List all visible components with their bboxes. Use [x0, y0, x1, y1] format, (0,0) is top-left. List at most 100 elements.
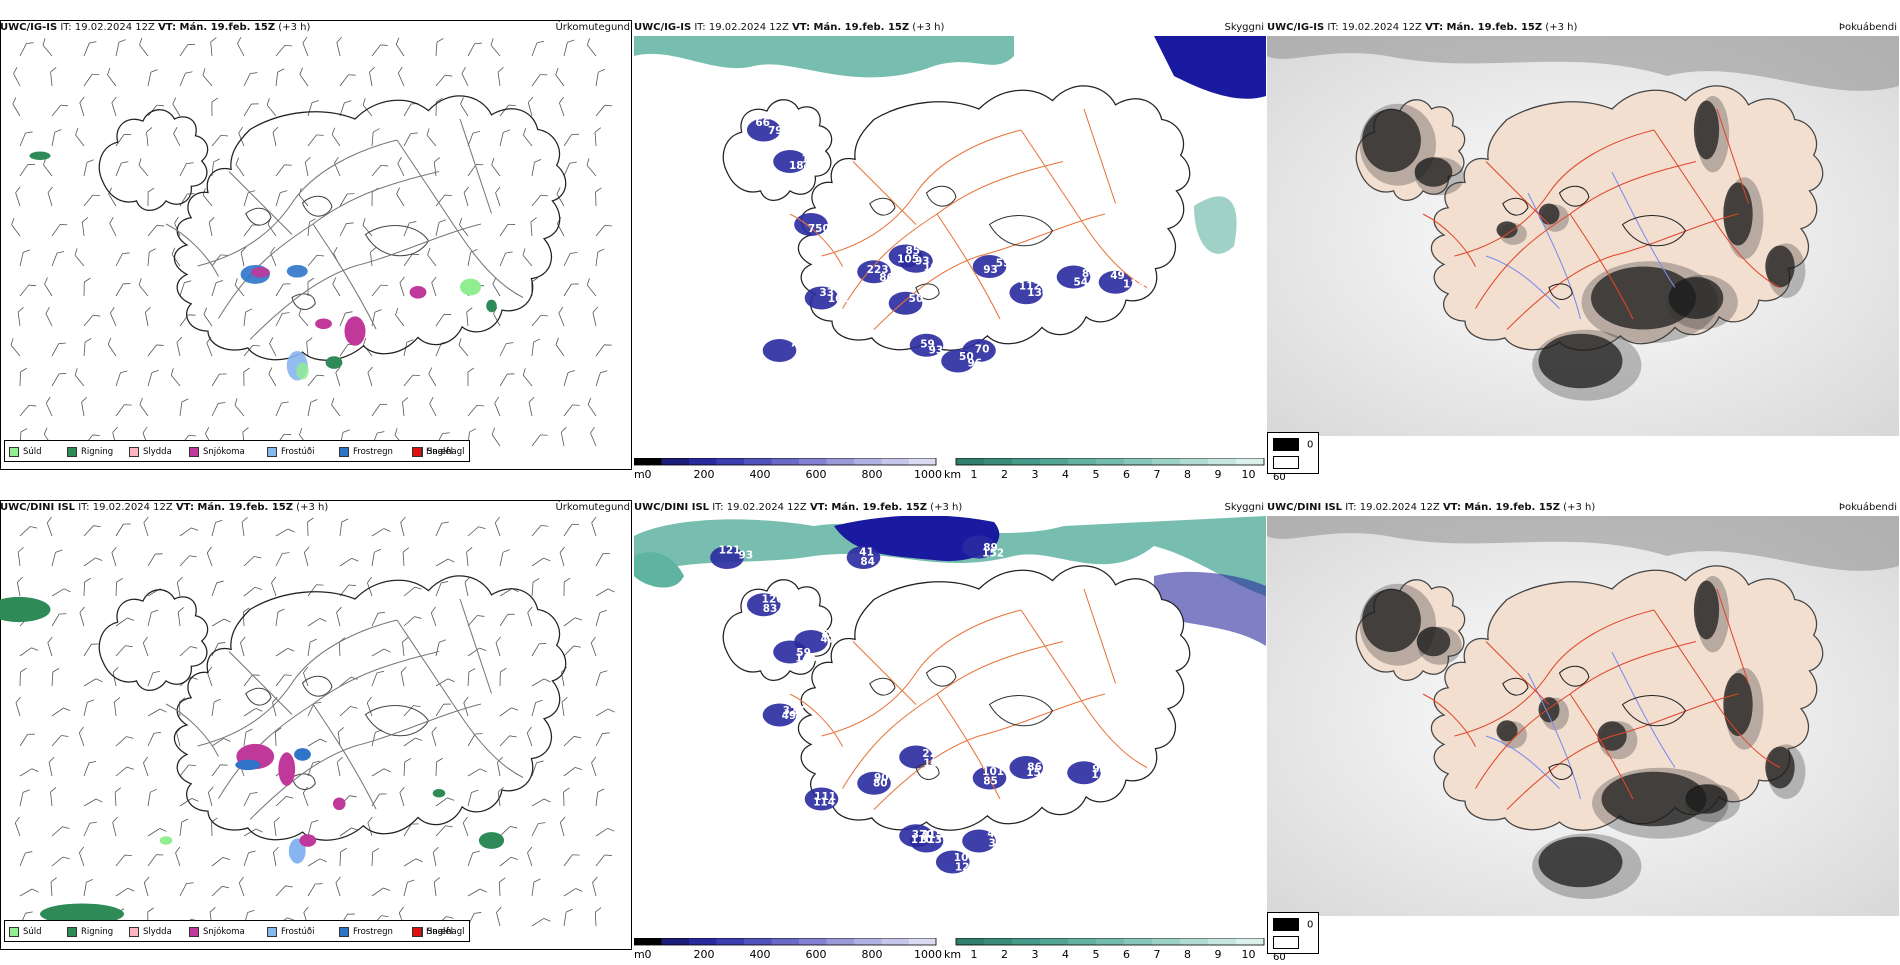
precip-map[interactable]	[0, 36, 632, 470]
init-time: IT: 19.02.2024 12Z	[694, 22, 789, 33]
wind-barb	[116, 886, 134, 901]
wind-barb	[361, 338, 377, 356]
wind-barb	[564, 578, 570, 596]
wind-barb	[45, 397, 58, 416]
fog-legend-dark: 0	[1273, 918, 1313, 932]
wind-barb	[394, 38, 409, 56]
wind-barb	[424, 128, 440, 146]
fog-map[interactable]	[1267, 516, 1899, 916]
wind-barb	[560, 427, 569, 446]
fog-map[interactable]	[1267, 36, 1899, 436]
wind-barb	[489, 38, 505, 56]
precip-map[interactable]	[0, 516, 632, 950]
colorbar-swatch	[1208, 458, 1236, 465]
colorbar-swatch	[689, 458, 717, 465]
wind-barb	[558, 97, 570, 116]
hofsjokull-outline	[303, 196, 332, 216]
wind-barb	[432, 847, 441, 866]
wind-barb	[73, 128, 89, 146]
precip-blob	[479, 832, 504, 849]
wind-barb	[52, 706, 70, 721]
wind-barb	[20, 402, 36, 420]
wind-barb	[308, 99, 319, 118]
wind-barb	[20, 248, 30, 267]
wind-barb	[84, 278, 90, 296]
wind-barb	[303, 547, 313, 566]
wind-barb	[244, 342, 260, 360]
wind-barb	[52, 733, 68, 750]
wind-barb	[427, 367, 441, 386]
legend-item: Slydda	[129, 926, 172, 938]
ceiling-value-label: 121	[719, 544, 741, 556]
wind-barb	[212, 519, 222, 538]
colorbar-swatch	[799, 938, 827, 945]
visibility-tick: 5	[1093, 468, 1100, 480]
legend-swatch	[339, 927, 349, 937]
wind-barb	[590, 757, 601, 776]
visibility-tick: 2	[1001, 468, 1008, 480]
lead-time: (+3 h)	[912, 22, 944, 33]
wind-barb	[15, 697, 26, 716]
wind-barb	[532, 71, 547, 89]
wind-barb	[234, 158, 249, 176]
wind-barb	[84, 39, 96, 58]
wind-barb	[212, 98, 218, 116]
wind-barb	[372, 848, 379, 866]
colorbar-swatch	[909, 938, 937, 945]
wind-barb	[532, 432, 548, 450]
wind-barb	[372, 669, 384, 688]
wind-barb	[308, 252, 324, 270]
wind-barb	[532, 759, 544, 778]
wind-barb	[596, 707, 615, 721]
legend-swatch	[1273, 936, 1299, 949]
wind-barb	[14, 817, 26, 836]
wind-barb	[52, 249, 64, 268]
wind-barb	[468, 646, 486, 661]
init-time: IT: 19.02.2024 12Z	[60, 22, 155, 33]
wind-barb	[84, 820, 97, 839]
wind-barb	[273, 847, 282, 866]
legend-item: Rigning	[67, 926, 113, 938]
legend-label: Frostregn	[353, 927, 393, 937]
colorbar-swatch	[854, 938, 882, 945]
init-time: IT: 19.02.2024 12Z	[1345, 502, 1440, 513]
wind-barb	[72, 248, 88, 266]
wind-barb	[499, 878, 506, 896]
wind-barb	[564, 615, 582, 631]
wind-barb	[78, 727, 90, 746]
wind-barb	[595, 128, 602, 146]
ceiling-value-label: 48	[987, 828, 1002, 840]
wind-barb	[200, 68, 216, 86]
fog-index-panel: UWC/DINI ISL IT: 19.02.2024 12Z VT: Mán.…	[1267, 500, 1899, 950]
wind-barb	[51, 878, 58, 896]
colorbar-swatch	[689, 938, 717, 945]
legend-label: Frostúði	[281, 927, 315, 937]
wind-barb	[564, 131, 579, 149]
wind-barb	[17, 577, 26, 596]
ceiling-value-label: 112	[1019, 281, 1041, 293]
colorbar-swatch	[1012, 458, 1040, 465]
wind-barb	[169, 368, 185, 386]
wind-barb	[462, 817, 474, 836]
wind-barb	[136, 158, 152, 176]
wind-barb	[52, 611, 66, 630]
wind-barb	[84, 578, 91, 596]
wind-barb	[532, 916, 550, 931]
wind-barb	[532, 640, 546, 659]
wind-barb	[84, 698, 94, 717]
legend-swatch	[1273, 918, 1299, 931]
ceiling-value-label: 86	[879, 272, 894, 284]
visibility-tick: 7	[1154, 468, 1161, 480]
precip-blob	[345, 316, 366, 345]
precip-blob	[460, 279, 481, 296]
fog-index-panel: UWC/IG-IS IT: 19.02.2024 12Z VT: Mán. 19…	[1267, 20, 1899, 470]
wind-barb	[148, 669, 160, 688]
wind-barb	[111, 97, 122, 116]
wind-barb	[267, 367, 281, 386]
precip-blob	[278, 752, 295, 786]
wind-barb	[148, 342, 164, 360]
wind-barb	[340, 704, 357, 721]
